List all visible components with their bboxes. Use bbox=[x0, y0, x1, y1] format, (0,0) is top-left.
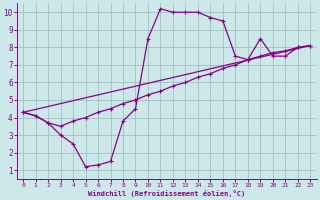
X-axis label: Windchill (Refroidissement éolien,°C): Windchill (Refroidissement éolien,°C) bbox=[88, 190, 245, 197]
